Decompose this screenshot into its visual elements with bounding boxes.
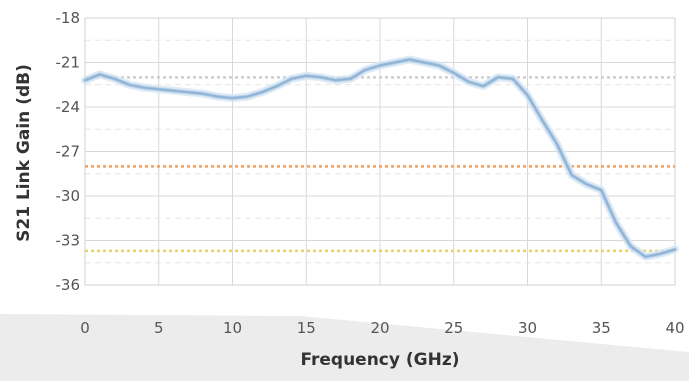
y-tick-label-5: -33 — [56, 232, 81, 250]
y-tick-label-0: -18 — [56, 9, 81, 27]
grid — [84, 17, 676, 286]
y-ticks: -18 -21 -24 -27 -30 -33 -36 — [56, 9, 81, 294]
y-tick-label-6: -36 — [56, 276, 81, 294]
y-axis-label: S21 Link Gain (dB) — [14, 64, 34, 242]
y-tick-label-3: -27 — [56, 143, 81, 161]
series-layer — [81, 55, 679, 261]
bottom-shadow-shape — [0, 314, 689, 381]
x-tick-label-8: 40 — [665, 319, 684, 337]
series-line-0 — [83, 58, 677, 259]
x-tick-label-0: 0 — [80, 319, 90, 337]
x-axis-label: Frequency (GHz) — [300, 350, 459, 370]
x-tick-label-3: 15 — [297, 319, 316, 337]
y-tick-label-4: -30 — [56, 187, 81, 205]
y-tick-label-1: -21 — [56, 54, 81, 72]
x-tick-label-5: 25 — [444, 319, 463, 337]
plot-frame — [84, 17, 676, 286]
x-tick-label-6: 30 — [518, 319, 537, 337]
x-tick-label-7: 35 — [592, 319, 611, 337]
x-tick-label-4: 20 — [370, 319, 389, 337]
reference-lines — [85, 76, 675, 253]
y-tick-label-2: -24 — [56, 98, 81, 116]
x-tick-label-2: 10 — [223, 319, 242, 337]
x-tick-label-1: 5 — [154, 319, 164, 337]
x-ticks: 0 5 10 15 20 25 30 35 40 — [80, 319, 684, 337]
